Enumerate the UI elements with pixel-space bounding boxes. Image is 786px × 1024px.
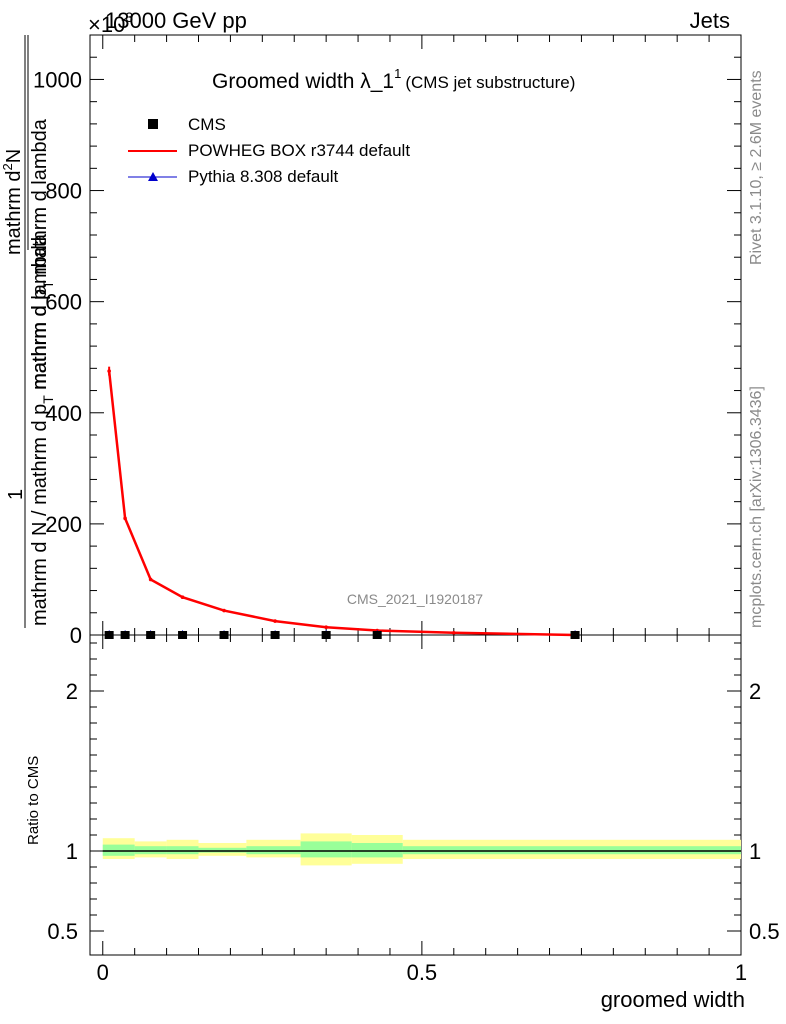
ratio-y-tick-label-right: 0.5: [749, 919, 780, 944]
powheg-point: [451, 630, 456, 635]
powheg-point: [180, 595, 185, 600]
y-tick-label: 0: [70, 623, 82, 648]
ratio-band-green: [246, 846, 301, 855]
powheg-point: [123, 516, 127, 521]
process-label: Jets: [690, 8, 730, 33]
legend-pythia-marker: [148, 172, 158, 181]
rivet-version-label: Rivet 3.1.10, ≥ 2.6M events: [748, 70, 765, 265]
y-axis-label: 1 mathrm d N / mathrm d pT mathrm d lamb…: [0, 35, 56, 628]
cms-point: [270, 631, 280, 639]
ratio-uncertainty-bands: [102, 833, 741, 866]
ratio-band-green: [198, 847, 247, 853]
ratio-y-tick-label: 0.5: [47, 919, 78, 944]
y-label-numerator-1: 1: [5, 489, 27, 500]
legend-cms-marker: [148, 119, 158, 129]
powheg-point: [273, 619, 277, 623]
legend-powheg-label: POWHEG BOX r3744 default: [188, 141, 410, 160]
x-tick-label: 0: [97, 960, 109, 985]
cms-point: [372, 631, 382, 639]
ratio-y-tick-label: 1: [66, 839, 78, 864]
cms-point: [146, 631, 156, 639]
legend-cms-label: CMS: [188, 115, 226, 134]
cms-point: [104, 631, 114, 639]
ratio-band-green: [402, 846, 741, 855]
y-label-denominator-2: mathrm d pT mathrm d lambda: [29, 118, 56, 390]
powheg-line: [107, 370, 576, 637]
y-tick-label: 1000: [33, 67, 82, 92]
cms-point: [178, 631, 188, 639]
y-tick-label: 600: [45, 290, 82, 315]
ratio-y-tick-label-right: 2: [749, 679, 761, 704]
cms-point: [570, 631, 580, 639]
ratio-y-tick-label: 2: [66, 679, 78, 704]
ratio-band-green: [300, 841, 352, 858]
ratio-band-green: [166, 846, 199, 855]
ratio-band-green: [134, 846, 167, 855]
powheg-point: [222, 608, 226, 613]
y-tick-label: 400: [45, 401, 82, 426]
cms-point: [120, 631, 130, 639]
ratio-axis-ticks: 0.5 0.51 12 20 0.5 1: [47, 635, 780, 985]
legend: CMS POWHEG BOX r3744 default Pythia 8.30…: [128, 115, 410, 186]
y-label-numerator-2: mathrm d2N: [0, 149, 25, 255]
y-tick-label: 200: [45, 512, 82, 537]
y-multiplier: ×103: [88, 9, 133, 37]
ratio-y-tick-label-right: 1: [749, 839, 761, 864]
y-label-denominator-1: mathrm d N / mathrm d pT mathrm d lambda: [29, 233, 56, 626]
powheg-point: [324, 625, 328, 630]
x-axis-label: groomed width: [601, 987, 745, 1012]
powheg-point: [148, 577, 153, 582]
y-tick-label: 800: [45, 179, 82, 204]
legend-pythia-label: Pythia 8.308 default: [188, 167, 339, 186]
series-layer: [104, 366, 580, 639]
cms-point: [321, 631, 331, 639]
plot-title: Groomed width λ_11 (CMS jet substructure): [212, 66, 575, 93]
energy-label: 13000 GeV pp: [105, 8, 247, 33]
ratio-panel-frame: [89, 634, 742, 956]
upper-axis-ticks: 0 200 400 600 800 1000: [33, 34, 742, 648]
ratio-band-green: [102, 844, 135, 856]
mcplots-reference-label: mcplots.cern.ch [arXiv:1306.3436]: [748, 386, 765, 628]
analysis-label: CMS_2021_I1920187: [347, 591, 483, 607]
cms-point: [219, 631, 229, 639]
x-tick-label: 0.5: [407, 960, 438, 985]
x-tick-label: 1: [735, 960, 747, 985]
ratio-y-label: Ratio to CMS: [25, 756, 42, 845]
ratio-band-green: [351, 843, 403, 858]
